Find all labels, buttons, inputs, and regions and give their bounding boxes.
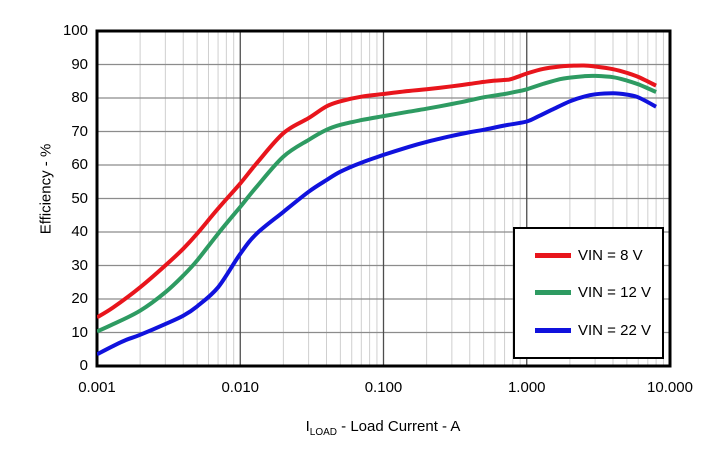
y-tick-label: 0: [79, 357, 88, 374]
curve-vin-12-v: [97, 73, 657, 334]
y-axis-title: Efficiency - %: [37, 143, 55, 235]
plot-frame: [95, 29, 672, 368]
legend: VIN = 8 V VIN = 12 V VIN = 22 V: [513, 227, 664, 359]
legend-label: VIN = 22 V: [578, 321, 651, 339]
y-tick-label: 50: [71, 189, 88, 207]
y-tick-label: 30: [71, 256, 88, 274]
y-tick-label: 60: [71, 156, 88, 173]
legend-label: VIN = 8 V: [578, 247, 643, 265]
legend-line-sample-red: [535, 253, 571, 259]
legend-item-vin-8v: VIN = 8 V: [535, 247, 658, 264]
legend-item-vin-12v: VIN = 12 V: [535, 284, 658, 301]
y-tick-label: 70: [71, 122, 88, 140]
y-tick-label: 40: [71, 223, 88, 240]
y-tick-label: 80: [71, 89, 88, 106]
legend-item-vin-22v: VIN = 22 V: [535, 322, 658, 339]
legend-line-sample-blue: [535, 327, 571, 333]
x-axis-title-text: - Load Current - A: [337, 418, 461, 435]
x-tick-label: 1.000: [507, 379, 546, 396]
x-tick-label: 0.100: [364, 379, 403, 396]
curve-vin-8-v: [97, 63, 657, 320]
x-tick-label: 0.001: [78, 379, 116, 396]
y-tick-label: 20: [71, 290, 88, 307]
legend-label: VIN = 12 V: [578, 284, 651, 302]
x-tick-label: 10.000: [647, 379, 693, 396]
y-tick-label: 100: [62, 22, 88, 39]
x-axis-title: ILOAD - Load Current - A: [306, 418, 461, 438]
curve-vin-22-v: [97, 91, 658, 357]
x-axis-title-subscript: LOAD: [309, 427, 337, 438]
legend-line-sample-green: [535, 290, 571, 296]
y-tick-label: 90: [71, 55, 88, 73]
x-axis-title-symbol: I: [305, 418, 310, 435]
y-tick-label: 10: [71, 323, 88, 341]
x-tick-label: 0.010: [221, 379, 260, 396]
